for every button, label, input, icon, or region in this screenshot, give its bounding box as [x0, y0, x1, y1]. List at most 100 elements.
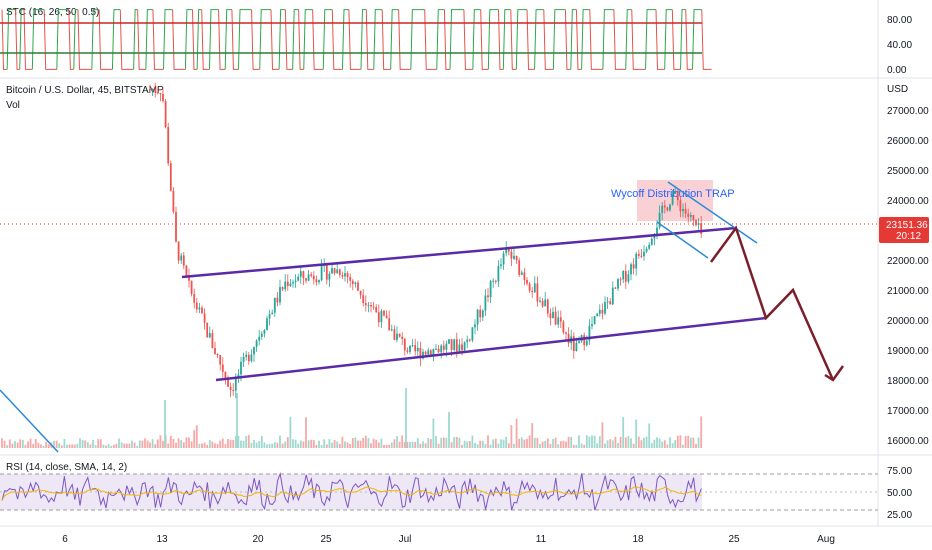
- candle-body: [653, 234, 656, 239]
- candle-body: [567, 333, 570, 344]
- candle-body: [333, 268, 336, 274]
- candle-body: [149, 89, 151, 90]
- candle-body: [325, 265, 328, 280]
- volume-bar: [687, 435, 690, 448]
- blue-trend-line-left[interactable]: [0, 389, 59, 453]
- candle-body: [552, 311, 554, 319]
- volume-bar: [167, 443, 170, 448]
- volume-bar: [578, 435, 580, 448]
- stc-segment: [680, 9, 686, 70]
- candle-body: [203, 313, 206, 323]
- price-axis-currency: USD: [887, 84, 908, 95]
- candle-body: [520, 272, 523, 275]
- volume-bar: [266, 444, 268, 448]
- candle-body: [338, 269, 341, 275]
- stc-segment: [671, 9, 681, 70]
- volume-bar: [414, 442, 417, 448]
- candle-body: [546, 299, 549, 314]
- time-tick: 25: [728, 534, 740, 545]
- volume-bar: [307, 440, 310, 448]
- price-axis[interactable]: 27000.0026000.0025000.0024000.0023000.00…: [887, 106, 929, 447]
- volume-bar: [297, 443, 300, 448]
- channel-lower-line[interactable]: [215, 316, 767, 382]
- volume-bar: [609, 439, 612, 448]
- volume-bar: [141, 440, 144, 448]
- candle-body: [479, 309, 482, 318]
- volume-bar: [323, 439, 326, 448]
- volume-bar: [481, 440, 484, 448]
- stc-segment: [664, 9, 673, 70]
- candle-body: [598, 309, 601, 314]
- volume-bar: [380, 438, 383, 448]
- volume-label[interactable]: Vol: [6, 100, 20, 111]
- volume-bar: [346, 442, 349, 448]
- stc-segment: [31, 9, 45, 70]
- candle-body: [679, 200, 682, 212]
- volume-bar: [115, 443, 118, 448]
- stc-segment: [15, 9, 20, 70]
- volume-bar: [604, 443, 606, 448]
- candle-body: [562, 321, 565, 333]
- candle-body: [432, 349, 435, 357]
- volume-bar: [357, 440, 359, 448]
- stc-indicator-label[interactable]: STC (16, 26, 50, 0.5): [6, 7, 99, 18]
- candle-body: [518, 260, 521, 275]
- volume-bar: [697, 437, 700, 448]
- volume-bar: [236, 393, 238, 448]
- candle-body: [318, 280, 320, 283]
- candle-body: [281, 287, 284, 290]
- volume-bar: [552, 438, 554, 448]
- plot-background: [0, 0, 878, 550]
- candle-body: [515, 255, 518, 261]
- channel-upper-line[interactable]: [181, 226, 737, 279]
- wedge-lower-line[interactable]: [656, 221, 709, 259]
- candle-body: [409, 345, 411, 352]
- candle-body: [575, 342, 578, 352]
- stc-segment: [543, 9, 554, 70]
- stc-segment: [298, 9, 304, 70]
- candle-body: [344, 273, 346, 277]
- candle-body: [190, 280, 193, 294]
- candle-body: [507, 248, 510, 252]
- candle-body: [219, 355, 222, 365]
- volume-bar: [622, 417, 625, 448]
- wedge-upper-line[interactable]: [667, 181, 758, 244]
- volume-bar: [8, 439, 11, 448]
- stc-segment: [196, 9, 202, 70]
- candle-body: [526, 280, 528, 284]
- stc-segment: [137, 9, 146, 70]
- volume-bar: [229, 439, 232, 448]
- candle-body: [320, 266, 323, 281]
- stc-segment: [515, 9, 528, 70]
- main-price-pane[interactable]: Bitcoin / U.S. Dollar, 45, BITSTAMP Vol …: [0, 82, 929, 453]
- candle-body: [227, 377, 229, 387]
- volume-bar: [250, 442, 253, 448]
- stc-segment: [564, 9, 571, 70]
- volume-bar: [125, 443, 128, 448]
- volume-bar: [162, 440, 164, 448]
- stc-pane[interactable]: STC (16, 26, 50, 0.5) 80.00 40.00 0.00: [0, 7, 912, 76]
- stc-segment: [631, 9, 646, 70]
- volume-bar: [474, 442, 476, 448]
- volume-bar: [154, 444, 157, 448]
- rsi-pane[interactable]: RSI (14, close, SMA, 14, 2) 75.00 50.00 …: [0, 462, 912, 521]
- candle-body: [604, 302, 606, 314]
- volume-bar: [172, 438, 175, 448]
- volume-bar: [405, 388, 407, 448]
- candle-body: [650, 238, 653, 245]
- volume-bar: [86, 442, 89, 448]
- volume-bar: [510, 425, 513, 448]
- stc-segment: [73, 9, 78, 70]
- time-axis[interactable]: 6 13 20 25 Jul 11 18 25 Aug: [62, 534, 835, 545]
- rsi-indicator-label[interactable]: RSI (14, close, SMA, 14, 2): [6, 462, 127, 473]
- projection-path[interactable]: [709, 225, 835, 381]
- volume-bar: [294, 439, 297, 448]
- volume-bar: [643, 437, 645, 448]
- volume-bar: [606, 440, 609, 448]
- price-tick: 19000.00: [887, 346, 929, 357]
- symbol-title[interactable]: Bitcoin / U.S. Dollar, 45, BITSTAMP: [6, 85, 164, 96]
- candle-body: [606, 301, 609, 303]
- candle-body: [172, 190, 175, 212]
- candle-body: [666, 207, 669, 211]
